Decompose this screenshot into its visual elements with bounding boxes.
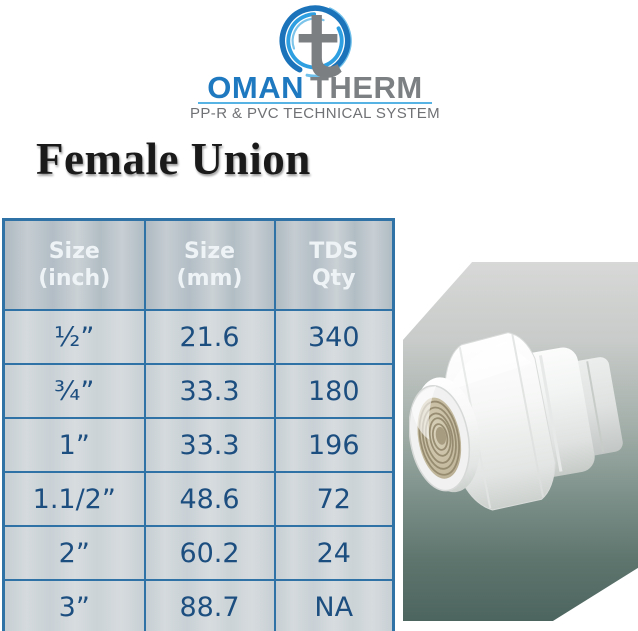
table-cell: 88.7: [143, 579, 276, 631]
table-cell: 3”: [2, 579, 146, 631]
brand-name-secondary: THERM: [310, 70, 423, 105]
table-cell: 60.2: [143, 525, 276, 581]
brand-name-primary: OMAN: [207, 70, 304, 105]
table-cell: 196: [273, 417, 395, 473]
table-cell: 33.3: [143, 417, 276, 473]
header-size-mm: Size (mm): [143, 218, 276, 311]
header-tds-qty: TDS Qty: [273, 218, 395, 311]
table-row: ½” 21.6 340: [2, 309, 395, 365]
brand-tagline: PP-R & PVC TECHNICAL SYSTEM: [189, 105, 441, 122]
table-cell: ½”: [2, 309, 146, 365]
brand-name: OMAN THERM: [0, 70, 630, 106]
table-row: 1.1/2” 48.6 72: [2, 471, 395, 527]
table-cell: 1”: [2, 417, 146, 473]
table-cell: NA: [273, 579, 395, 631]
table-header-row: Size (inch) Size (mm) TDS Qty: [2, 218, 395, 311]
table-cell: 21.6: [143, 309, 276, 365]
size-table: Size (inch) Size (mm) TDS Qty ½” 21.6 34…: [2, 218, 395, 631]
table-row: 2” 60.2 24: [2, 525, 395, 581]
table-cell: 33.3: [143, 363, 276, 419]
table-cell: ¾”: [2, 363, 146, 419]
product-panel: [403, 262, 638, 621]
table-cell: 340: [273, 309, 395, 365]
table-row: 3” 88.7 NA: [2, 579, 395, 631]
table-cell: 1.1/2”: [2, 471, 146, 527]
page-title: Female Union: [36, 134, 311, 184]
logo-letter-t: [298, 15, 342, 78]
table-cell: 72: [273, 471, 395, 527]
table-row: 1” 33.3 196: [2, 417, 395, 473]
table-cell: 48.6: [143, 471, 276, 527]
brand-divider-rule: [198, 102, 432, 104]
table-row: ¾” 33.3 180: [2, 363, 395, 419]
table-cell: 180: [273, 363, 395, 419]
header-size-inch: Size (inch): [2, 218, 146, 311]
oman-therm-logo-icon: [278, 4, 352, 78]
table-cell: 2”: [2, 525, 146, 581]
table-cell: 24: [273, 525, 395, 581]
product-image: [409, 332, 623, 511]
